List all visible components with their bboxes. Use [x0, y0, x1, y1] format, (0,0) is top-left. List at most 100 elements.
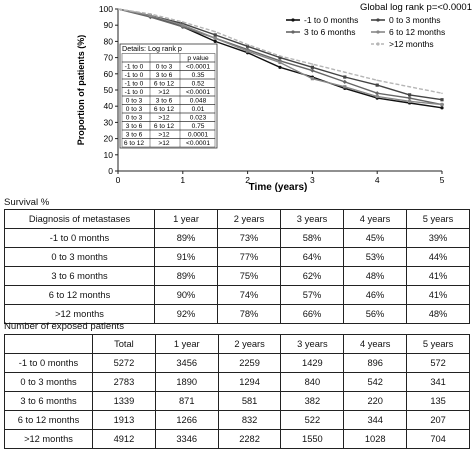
data-point	[278, 56, 282, 60]
data-point	[246, 49, 250, 53]
table-cell: 44%	[406, 247, 470, 267]
details-cell: 0 to 3	[126, 106, 143, 113]
y-tick-label: 70	[104, 53, 114, 63]
x-tick-label: 3	[310, 175, 315, 185]
table-cell: 2259	[217, 353, 282, 373]
details-cell: <0.0001	[186, 89, 210, 96]
survival-title: Survival %	[4, 197, 50, 208]
exposed-row: 3 to 6 months 1339 871 581 382 220 135	[4, 391, 470, 411]
column-header: 4 years	[343, 334, 408, 354]
y-tick-label: 60	[104, 69, 114, 79]
data-point	[279, 55, 281, 57]
column-header	[4, 334, 93, 354]
table-cell: 871	[154, 391, 219, 411]
survival-table: Diagnosis of metastases 1 year 2 years 3 ye…	[4, 209, 470, 324]
data-point	[310, 65, 314, 69]
data-point	[408, 93, 412, 97]
row-label: 3 to 6 months	[4, 266, 155, 286]
details-box: Details: Log rank p p value -1 to 0 0 to 3 <…	[119, 43, 218, 149]
y-tick-label: 20	[104, 134, 114, 144]
row-label: 0 to 3 months	[4, 372, 93, 392]
table-cell: 581	[217, 391, 282, 411]
table-cell: 78%	[217, 304, 281, 324]
x-tick-label: 0	[116, 175, 121, 185]
chart-ticks: 0 10 20 30 40 50 60 70 80 90 100 0 1 2 3 4 5	[99, 4, 445, 185]
legend-label: 0 to 3 months	[389, 15, 441, 25]
table-cell: 1890	[154, 372, 219, 392]
legend-marker	[291, 30, 295, 34]
table-cell: 48%	[406, 304, 470, 324]
y-tick-label: 90	[104, 20, 114, 30]
table-cell: 58%	[280, 228, 344, 248]
table-cell: 542	[343, 372, 408, 392]
data-point	[182, 21, 184, 23]
column-header: 3 years	[280, 209, 344, 229]
exposed-title: Number of exposed patients	[4, 321, 124, 332]
table-cell: 382	[280, 391, 345, 411]
details-cell: 0 to 3	[156, 64, 173, 71]
table-cell: 41%	[406, 285, 470, 305]
table-cell: 5272	[92, 353, 156, 373]
data-point	[311, 63, 314, 65]
exposed-row: 6 to 12 months 1913 1266 832 522 344 207	[4, 410, 470, 430]
table-cell: 56%	[343, 304, 407, 324]
data-point	[246, 44, 250, 48]
table-cell: 1550	[280, 429, 345, 449]
details-cell: >12	[158, 115, 170, 122]
details-cell: -1 to 0	[125, 81, 144, 88]
table-cell: 91%	[154, 247, 218, 267]
data-point	[440, 102, 444, 107]
y-tick-label: 80	[104, 36, 114, 46]
details-cell: 0.75	[192, 123, 205, 130]
survival-row: 0 to 3 months 91% 77% 64% 53% 44%	[4, 247, 470, 267]
details-cell: 6 to 12	[154, 81, 174, 88]
details-cell: <0.0001	[186, 140, 210, 147]
data-point	[213, 33, 217, 37]
row-label: 6 to 12 months	[4, 285, 155, 305]
details-cell: >12	[158, 132, 170, 139]
table-cell: 41%	[406, 266, 470, 286]
details-row	[121, 138, 216, 148]
table-cell: 89%	[154, 266, 218, 286]
details-cell: -1 to 0	[125, 89, 144, 96]
table-cell: 64%	[280, 247, 344, 267]
table-cell: 53%	[343, 247, 407, 267]
details-cell: 3 to 6	[156, 72, 173, 79]
legend-marker	[376, 30, 380, 34]
table-cell: 840	[280, 372, 345, 392]
table-cell: 89%	[154, 228, 218, 248]
column-header: 2 years	[217, 334, 282, 354]
table-cell: 48%	[343, 266, 407, 286]
data-point	[214, 30, 216, 33]
table-cell: 1028	[343, 429, 408, 449]
legend-marker	[376, 18, 380, 22]
data-point	[441, 92, 443, 95]
column-header: 1 year	[154, 334, 219, 354]
details-cell: 0 to 3	[126, 98, 143, 105]
table-cell: 572	[406, 353, 470, 373]
y-tick-label: 50	[104, 85, 114, 95]
survival-row: 6 to 12 months 90% 74% 57% 46% 41%	[4, 285, 470, 305]
details-cell: 6 to 12	[154, 106, 174, 113]
legend-label: 6 to 12 months	[389, 27, 445, 37]
details-cell: 6 to 12	[124, 140, 144, 147]
data-point	[181, 23, 185, 27]
x-tick-label: 1	[180, 175, 185, 185]
table-cell: 344	[343, 410, 408, 430]
legend-label: 3 to 6 months	[304, 27, 356, 37]
data-point	[343, 85, 347, 89]
y-axis-label: Proportion of patients (%)	[76, 35, 86, 146]
table-cell: 92%	[154, 304, 218, 324]
table-cell: 1913	[92, 410, 156, 430]
table-cell: 39%	[406, 228, 470, 248]
table-cell: 90%	[154, 285, 218, 305]
row-label: -1 to 0 months	[4, 353, 93, 373]
column-header: Total	[92, 334, 156, 354]
data-point	[376, 79, 379, 82]
table-cell: 522	[280, 410, 345, 430]
data-point	[149, 13, 152, 15]
data-point	[344, 71, 346, 73]
row-label: 0 to 3 months	[4, 247, 155, 267]
details-title: Details: Log rank p	[122, 44, 182, 53]
x-tick-label: 5	[440, 175, 445, 185]
